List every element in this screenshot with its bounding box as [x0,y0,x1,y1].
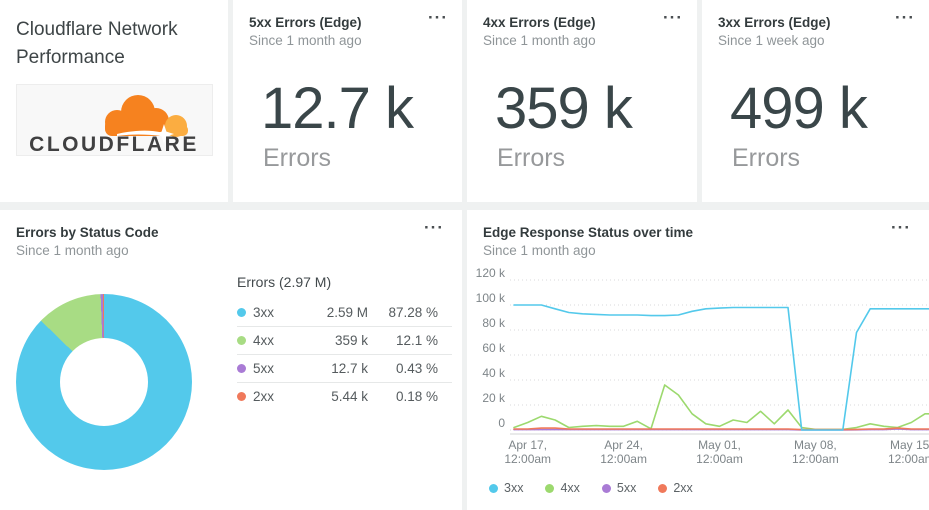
card-subtitle: Since 1 week ago [718,33,825,48]
legend-label: 5xx [616,481,637,495]
svg-text:May 08,: May 08, [794,438,837,452]
status-dot-icon [237,336,246,345]
timeseries-card: Edge Response Status over time Since 1 m… [467,210,929,510]
stat-unit-label: Errors [497,144,566,172]
card-subtitle: Since 1 month ago [483,33,596,48]
stat-value: 499 k [730,76,868,141]
svg-text:Apr 24,: Apr 24, [604,438,643,452]
table-row-2xx: 2xx 5.44 k 0.18 % [237,382,452,410]
status-dot-icon [237,392,246,401]
donut-chart [16,294,192,470]
card-title: 5xx Errors (Edge) [249,15,362,30]
donut-hole [60,338,148,426]
card-title: 4xx Errors (Edge) [483,15,596,30]
legend-item-2xx[interactable]: 2xx [658,481,693,495]
table-row-5xx: 5xx 12.7 k 0.43 % [237,354,452,382]
card-subtitle: Since 1 month ago [16,243,129,258]
row-percent: 0.18 % [395,389,438,404]
card-menu-icon[interactable]: ··· [424,218,444,237]
status-dot-icon [237,364,246,373]
legend-dot-icon [658,483,668,493]
cloudflare-logo: CLOUDFLARE [16,84,213,156]
row-label: 2xx [253,389,275,404]
svg-text:12:00am: 12:00am [696,452,743,466]
legend-label: 3xx [504,481,524,495]
svg-text:40 k: 40 k [482,366,506,380]
cloudflare-wordmark: CLOUDFLARE [29,133,199,155]
svg-text:120 k: 120 k [476,266,506,280]
card-menu-icon[interactable]: ··· [428,8,448,27]
table-row-3xx: 3xx 2.59 M 87.28 % [237,298,452,326]
svg-text:100 k: 100 k [476,291,506,305]
legend-dot-icon [545,483,555,493]
table-row-4xx: 4xx 359 k 12.1 % [237,326,452,354]
row-percent: 12.1 % [395,333,438,348]
row-percent: 0.43 % [395,361,438,376]
svg-text:20 k: 20 k [482,391,506,405]
stat-card-3xx: 3xx Errors (Edge) Since 1 week ago ··· 4… [702,0,929,202]
row-value: 2.59 M [326,304,368,320]
card-title: 3xx Errors (Edge) [718,15,831,30]
card-subtitle: Since 1 month ago [483,243,596,258]
dashboard-title: Cloudflare Network Performance [16,19,178,68]
errors-total-label: Errors (2.97 M) [237,274,332,290]
legend-item-4xx[interactable]: 4xx [545,481,580,495]
row-value: 359 k [334,333,368,348]
svg-text:12:00am: 12:00am [792,452,839,466]
legend-dot-icon [489,483,498,493]
legend-item-3xx[interactable]: 3xx [489,481,523,495]
svg-text:60 k: 60 k [482,341,506,355]
legend-dot-icon [601,483,611,493]
stat-value: 359 k [495,76,633,141]
cloudflare-cloud-icon: CLOUDFLARE [29,95,199,156]
timeseries-chart: 120 k 100 k 80 k 60 k 40 k 20 k 0 Apr 17, 12:00a… [467,262,929,467]
svg-text:May 01,: May 01, [698,438,741,452]
card-subtitle: Since 1 month ago [249,33,362,48]
header-card: Cloudflare Network Performance CLOUDFLAR… [0,0,228,202]
svg-text:May 15,: May 15, [890,438,929,452]
svg-text:12:00am: 12:00am [888,452,929,466]
legend-label: 2xx [673,481,693,495]
card-menu-icon[interactable]: ··· [895,8,915,27]
card-title: Errors by Status Code [16,225,159,240]
stat-card-5xx: 5xx Errors (Edge) Since 1 month ago ··· … [233,0,462,202]
svg-text:80 k: 80 k [482,316,506,330]
svg-text:12:00am: 12:00am [600,452,647,466]
svg-text:0: 0 [498,416,505,430]
legend-label: 4xx [560,481,580,495]
row-value: 5.44 k [331,389,368,404]
row-label: 5xx [253,361,275,376]
stat-card-4xx: 4xx Errors (Edge) Since 1 month ago ··· … [467,0,697,202]
legend-item-5xx[interactable]: 5xx [601,481,637,495]
card-menu-icon[interactable]: ··· [891,218,911,237]
svg-text:12:00am: 12:00am [504,452,551,466]
row-label: 4xx [253,333,275,348]
stat-value: 12.7 k [261,76,414,141]
row-label: 3xx [253,304,275,320]
card-title: Edge Response Status over time [483,225,694,240]
chart-legend: 3xx 4xx 5xx 2xx [489,481,693,495]
row-value: 12.7 k [331,361,368,376]
stat-unit-label: Errors [732,144,801,172]
card-menu-icon[interactable]: ··· [663,8,683,27]
donut-card: Errors by Status Code Since 1 month ago … [0,210,462,510]
stat-unit-label: Errors [263,144,332,172]
row-percent: 87.28 % [388,304,438,320]
status-dot-icon [237,307,246,317]
status-table: 3xx 2.59 M 87.28 % 4xx 359 k 12.1 % 5xx … [237,298,452,410]
svg-text:Apr 17,: Apr 17, [508,438,547,452]
